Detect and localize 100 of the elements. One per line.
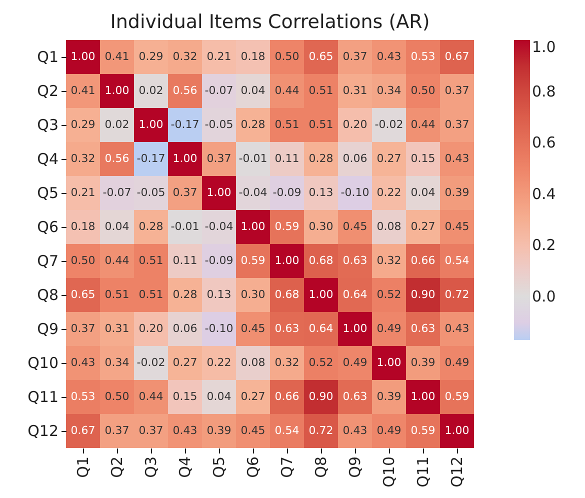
data-label: 0.50 [104, 390, 130, 403]
data-label: 0.04 [206, 390, 232, 403]
x-tick-label: Q3 [142, 456, 160, 478]
data-label: 0.18 [70, 220, 96, 233]
data-label: 0.29 [138, 50, 164, 63]
data-label: 0.65 [308, 50, 334, 63]
data-label: 0.56 [104, 152, 130, 165]
data-label: 0.63 [274, 322, 300, 335]
data-label: 0.20 [138, 322, 164, 335]
data-label: 0.43 [70, 356, 96, 369]
data-label: -0.05 [136, 186, 166, 199]
data-label: 0.34 [376, 84, 402, 97]
data-label: -0.17 [170, 118, 200, 131]
data-label: 0.37 [444, 84, 470, 97]
data-label: 0.90 [308, 390, 334, 403]
data-label: 0.15 [410, 152, 436, 165]
data-label: 0.68 [274, 288, 300, 301]
data-label: 0.28 [240, 118, 266, 131]
x-tick-label: Q7 [278, 456, 296, 478]
data-label: 0.67 [444, 50, 470, 63]
data-label: 0.43 [376, 50, 402, 63]
data-label: -0.02 [136, 356, 166, 369]
x-tick-label: Q10 [380, 456, 398, 488]
data-label: 0.32 [376, 254, 402, 267]
data-label: 0.43 [172, 424, 198, 437]
x-tick-label: Q9 [346, 456, 364, 478]
data-label: 0.64 [342, 288, 368, 301]
y-tick-label: Q5 [37, 184, 58, 202]
data-label: 1.00 [240, 220, 266, 233]
data-label: 0.51 [308, 84, 334, 97]
data-label: 0.41 [70, 84, 96, 97]
data-label: 0.30 [308, 220, 334, 233]
y-tick-label: Q7 [37, 252, 58, 270]
data-label: 0.13 [206, 288, 232, 301]
data-label: 0.43 [444, 322, 470, 335]
data-label: 0.39 [206, 424, 232, 437]
data-label: 0.27 [376, 152, 402, 165]
data-label: 0.43 [444, 152, 470, 165]
data-label: 0.52 [376, 288, 402, 301]
data-label: 0.49 [376, 322, 402, 335]
data-label: 0.45 [240, 424, 266, 437]
data-label: 0.32 [274, 356, 300, 369]
data-label: 0.72 [444, 288, 470, 301]
data-label: 1.00 [444, 424, 470, 437]
data-label: -0.01 [170, 220, 200, 233]
color-bar-label: 0.8 [532, 82, 556, 100]
data-label: 0.37 [172, 186, 198, 199]
data-label: -0.07 [204, 84, 234, 97]
data-label: 0.06 [342, 152, 368, 165]
x-tick-label: Q11 [414, 456, 432, 488]
data-label: 0.68 [308, 254, 334, 267]
data-label: 0.28 [138, 220, 164, 233]
data-label: 0.27 [240, 390, 266, 403]
data-label: 0.66 [274, 390, 300, 403]
data-label: 0.59 [410, 424, 436, 437]
data-label: -0.02 [374, 118, 404, 131]
data-label: 0.49 [376, 424, 402, 437]
data-label: 0.04 [240, 84, 266, 97]
chart-title: Individual Items Correlations (AR) [110, 11, 430, 33]
data-label: 0.45 [240, 322, 266, 335]
data-label: 0.08 [240, 356, 266, 369]
x-tick-label: Q6 [244, 456, 262, 478]
data-label: 0.63 [342, 254, 368, 267]
data-label: 0.31 [104, 322, 130, 335]
data-label: 0.59 [240, 254, 266, 267]
data-label: 1.00 [70, 50, 96, 63]
data-label: 0.56 [172, 84, 198, 97]
data-label: 0.51 [274, 118, 300, 131]
y-tick-label: Q9 [37, 320, 58, 338]
data-label: 0.65 [70, 288, 96, 301]
data-label: -0.09 [204, 254, 234, 267]
data-label: 0.37 [104, 424, 130, 437]
data-label: -0.04 [238, 186, 268, 199]
data-label: 0.41 [104, 50, 130, 63]
data-label: 0.45 [342, 220, 368, 233]
data-label: 0.06 [172, 322, 198, 335]
data-label: 0.51 [138, 254, 164, 267]
data-label: 0.52 [308, 356, 334, 369]
data-label: -0.10 [204, 322, 234, 335]
data-label: 0.18 [240, 50, 266, 63]
data-label: 1.00 [274, 254, 300, 267]
x-tick-label: Q4 [176, 456, 194, 478]
data-label: 0.28 [172, 288, 198, 301]
data-label: 1.00 [104, 84, 130, 97]
data-label: -0.05 [204, 118, 234, 131]
data-label: 0.51 [104, 288, 130, 301]
data-label: 0.72 [308, 424, 334, 437]
data-label: 0.29 [70, 118, 96, 131]
data-label: 0.32 [172, 50, 198, 63]
y-tick-label: Q8 [37, 286, 58, 304]
data-label: 0.22 [206, 356, 232, 369]
data-label: 0.37 [342, 50, 368, 63]
data-label: 1.00 [138, 118, 164, 131]
data-label: 0.63 [410, 322, 436, 335]
data-label: 0.54 [444, 254, 470, 267]
data-label: 0.39 [410, 356, 436, 369]
data-label: 0.63 [342, 390, 368, 403]
data-label: 0.64 [308, 322, 334, 335]
data-label: 0.51 [308, 118, 334, 131]
y-tick-label: Q3 [37, 116, 58, 134]
